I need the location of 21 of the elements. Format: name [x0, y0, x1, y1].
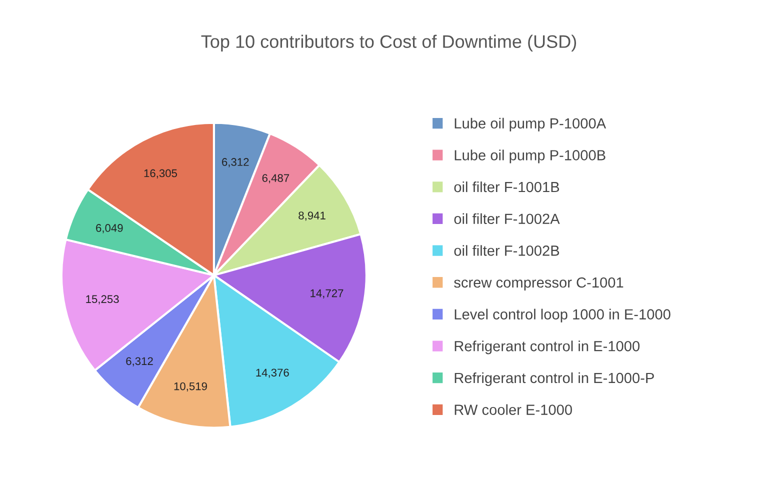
legend-label: Level control loop 1000 in E-1000 [454, 308, 670, 322]
data-label: 10,519 [174, 382, 207, 392]
legend-label: oil filter F-1002A [454, 213, 560, 224]
legend-label: oil filter F-1002B [454, 245, 560, 256]
data-label: 14,376 [256, 368, 289, 378]
data-label: 6,312 [126, 357, 153, 366]
data-label: 15,253 [86, 295, 119, 304]
legend-label: Lube oil pump P-1000A [454, 118, 606, 132]
legend-label: oil filter F-1001B [454, 181, 560, 192]
data-label: 6,487 [262, 174, 290, 184]
data-label: 6,049 [96, 224, 123, 234]
legend-label: Lube oil pump P-1000B [454, 150, 606, 164]
data-label: 6,312 [222, 158, 249, 168]
legend-label: Refrigerant control in E-1000-P [454, 372, 654, 386]
legend-label: screw compressor C-1001 [454, 277, 624, 291]
data-label: 14,727 [310, 289, 344, 298]
data-label: 16,305 [144, 169, 178, 178]
legend-label: RW cooler E-1000 [454, 404, 572, 415]
legend-label: Refrigerant control in E-1000 [454, 340, 640, 354]
data-label: 8,941 [298, 212, 326, 221]
chart-title: Top 10 contributors to Cost of Downtime (USD) [201, 34, 576, 52]
